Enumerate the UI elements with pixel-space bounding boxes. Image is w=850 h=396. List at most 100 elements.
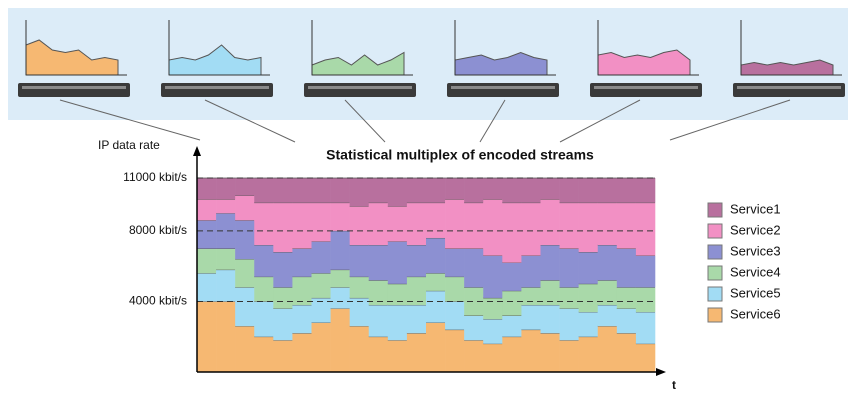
y-tick-label: 4000 kbit/s <box>129 294 187 308</box>
area-step <box>521 304 541 330</box>
connector <box>344 99 386 143</box>
mini-area <box>311 51 405 76</box>
area-step <box>349 206 370 246</box>
legend-label: Service3 <box>730 243 781 258</box>
area-step <box>273 178 293 203</box>
area-step <box>406 178 427 203</box>
mini-panel <box>590 20 702 97</box>
area-step <box>216 301 236 372</box>
y-arrow <box>193 146 201 156</box>
area-step <box>235 287 255 327</box>
area-step <box>311 178 331 203</box>
area-step <box>368 202 389 246</box>
area-step <box>426 322 446 372</box>
area-step <box>368 280 389 305</box>
area-step <box>273 252 293 288</box>
area-step <box>502 336 522 372</box>
connector <box>59 99 201 141</box>
mini-panel <box>161 20 273 97</box>
mini-panel <box>18 20 130 97</box>
area-step <box>292 202 312 249</box>
area-step <box>330 269 350 288</box>
area-step <box>368 245 389 281</box>
area-step <box>216 178 236 200</box>
area-step <box>578 202 599 253</box>
area-step <box>445 276 465 302</box>
area-step <box>387 340 408 372</box>
area-step <box>616 333 637 372</box>
area-step <box>616 248 637 288</box>
area-step <box>445 248 465 277</box>
encoder-device <box>590 83 702 97</box>
legend-swatch <box>707 244 723 260</box>
encoder-device <box>447 83 559 97</box>
mini-area <box>740 59 834 76</box>
mini-panel <box>304 20 416 97</box>
area-step <box>616 287 637 309</box>
area-step <box>406 333 427 372</box>
y-tick-label: 8000 kbit/s <box>129 223 187 237</box>
area-step <box>540 280 560 305</box>
area-step <box>578 252 599 284</box>
legend-label: Service4 <box>730 264 781 279</box>
area-step <box>292 248 312 277</box>
x-axis-label: t <box>672 378 676 392</box>
mini-area <box>454 51 548 76</box>
stream-banner <box>8 8 848 120</box>
y-axis-label: IP data rate <box>98 138 160 152</box>
area-step <box>445 178 465 200</box>
area-step <box>616 202 637 249</box>
area-step <box>330 308 350 372</box>
area-step <box>635 178 656 203</box>
mini-charts <box>18 20 845 97</box>
area-step <box>406 202 427 246</box>
connector <box>204 99 296 143</box>
area-step <box>483 297 503 320</box>
area-step <box>597 326 618 372</box>
area-step <box>445 329 465 372</box>
connector <box>479 99 506 143</box>
area-step <box>387 241 408 284</box>
area-step <box>197 248 217 274</box>
area-step <box>445 199 465 249</box>
area-step <box>273 308 293 341</box>
area-step <box>235 178 255 196</box>
area-step <box>330 230 350 270</box>
area-step <box>502 262 522 291</box>
area-step <box>578 283 599 313</box>
area-step <box>311 241 331 274</box>
area-step <box>292 333 312 372</box>
area-step <box>368 304 389 337</box>
area-step <box>464 202 484 249</box>
area-step <box>521 329 541 372</box>
connector <box>669 99 791 141</box>
area-step <box>540 304 560 334</box>
area-step <box>349 276 370 298</box>
area-step <box>311 297 331 323</box>
legend-swatch <box>707 202 723 218</box>
area-step <box>254 178 274 203</box>
area-step <box>216 199 236 214</box>
connector <box>559 99 641 143</box>
area-step <box>311 322 331 372</box>
area-step <box>235 220 255 260</box>
legend: Service1 Service2 Service3 Service4 Service5… <box>707 201 781 323</box>
area-step <box>273 287 293 309</box>
area-step <box>349 245 370 277</box>
area-step <box>483 343 503 372</box>
area-step <box>368 178 389 203</box>
area-step <box>635 287 656 313</box>
area-step <box>635 343 656 372</box>
mini-area <box>168 44 262 76</box>
area-step <box>464 340 484 372</box>
area-step <box>464 248 484 288</box>
area-step <box>406 304 427 334</box>
area-step <box>559 308 579 341</box>
area-step <box>426 202 446 238</box>
encoder-panel <box>308 86 412 89</box>
encoder-device <box>733 83 845 97</box>
area-step <box>235 195 255 221</box>
area-step <box>616 308 637 334</box>
area-step <box>540 178 560 200</box>
